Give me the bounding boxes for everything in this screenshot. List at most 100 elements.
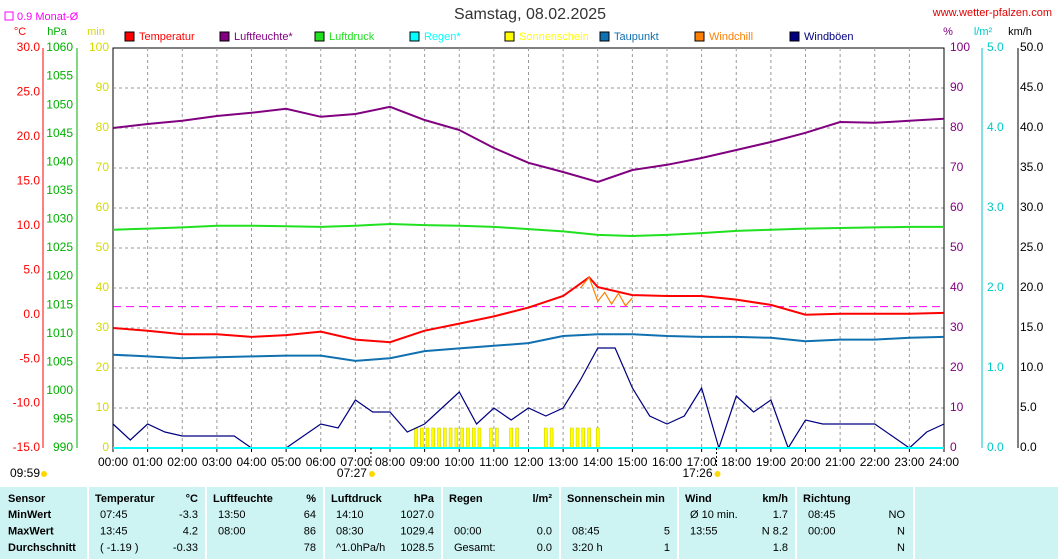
table-cell: MinWert [8, 509, 52, 521]
table-cell: 0.0 [537, 542, 552, 554]
table-cell: 00:00 [454, 525, 482, 537]
sunshine-bar [448, 427, 453, 449]
legend-swatch [694, 31, 705, 42]
table-cell: 78 [304, 542, 316, 554]
table-cell: Durchschnitt [8, 542, 76, 554]
y-tick-label: 1010 [46, 326, 73, 340]
y-tick-label: 100 [89, 40, 109, 54]
y-tick-label: 40.0 [1020, 120, 1044, 134]
y-tick-label: 1050 [46, 97, 73, 111]
y-tick-label: 5.0 [23, 262, 40, 276]
x-tick-label: 04:00 [236, 455, 266, 469]
legend-label: Sonnenschein [519, 31, 589, 43]
sunshine-bar [515, 427, 519, 449]
source: www.wetter-pfalzen.com [932, 7, 1052, 19]
sunshine-bar [443, 427, 447, 449]
x-tick-label: 13:00 [548, 455, 578, 469]
y-tick-label: 5.0 [987, 40, 1004, 54]
y-tick-label: 20.0 [1020, 280, 1044, 294]
legend-swatch [599, 31, 610, 42]
y-tick-label: 1005 [46, 354, 73, 368]
table-cell: ^1.0hPa/h [336, 542, 385, 554]
series-line [579, 276, 633, 307]
sunshine-bar [437, 427, 441, 449]
x-tick-label: 01:00 [133, 455, 163, 469]
y-tick-label: 0.0 [987, 440, 1004, 454]
sunshine-bar [596, 427, 600, 449]
legend-label: Windchill [709, 31, 753, 43]
y-tick-label: -5.0 [19, 351, 40, 365]
table-header: l/m² [532, 493, 552, 505]
y-tick-label: 15.0 [17, 174, 41, 188]
y-tick-label: 0.0 [23, 307, 40, 321]
sunshine-bar [425, 427, 430, 449]
y-tick-label: 20.0 [17, 129, 41, 143]
chart-title: Samstag, 08.02.2025 [454, 6, 606, 23]
table-cell: N [897, 525, 905, 537]
legend-label: Windböen [804, 31, 854, 43]
legend-label: Temperatur [139, 31, 195, 43]
y-tick-label: 60 [950, 200, 964, 214]
table-cell: N [897, 542, 905, 554]
x-tick-label: 07:00 [340, 455, 370, 469]
y-tick-label: 40 [950, 280, 964, 294]
sun-icon [714, 471, 721, 477]
y-tick-label: 0 [102, 440, 109, 454]
sunshine-bar [466, 427, 470, 449]
table-cell: 08:45 [808, 509, 836, 521]
y-tick-label: 35.0 [1020, 160, 1044, 174]
y-tick-label: 30.0 [1020, 200, 1044, 214]
y-axis-title: hPa [47, 26, 67, 38]
sunshine-bar [587, 427, 591, 449]
table-cell: Gesamt: [454, 542, 496, 554]
table-header: km/h [762, 493, 788, 505]
table-cell: 1.7 [773, 509, 788, 521]
series-line [112, 222, 944, 238]
sunrise-label: 07:27 [337, 466, 367, 480]
y-tick-label: 1.0 [987, 360, 1004, 374]
y-tick-label: 80 [950, 120, 964, 134]
y-tick-label: 50.0 [1020, 40, 1044, 54]
table-cell: MaxWert [8, 525, 54, 537]
table-cell: 00:00 [808, 525, 836, 537]
x-tick-label: 19:00 [756, 455, 786, 469]
y-axis-title: min [87, 26, 105, 38]
table-cell: 86 [304, 525, 316, 537]
sunshine-bar [431, 427, 436, 449]
legend-label: Luftdruck [329, 31, 375, 43]
y-axis-title: l/m² [974, 26, 993, 38]
legend-swatch [504, 31, 515, 42]
y-tick-label: 1030 [46, 212, 73, 226]
y-tick-label: 25.0 [17, 85, 41, 99]
legend-swatch [409, 31, 420, 42]
x-tick-label: 08:00 [375, 455, 405, 469]
sunshine-bar [454, 427, 459, 449]
y-tick-label: -15.0 [13, 440, 41, 454]
legend-swatch [789, 31, 800, 42]
y-tick-label: 1020 [46, 269, 73, 283]
x-tick-label: 10:00 [444, 455, 474, 469]
sun-icon [368, 471, 375, 477]
y-tick-label: 10.0 [1020, 360, 1044, 374]
sunset-label: 17:26 [682, 466, 712, 480]
sunshine-bar [581, 427, 586, 449]
sunshine-bar [477, 427, 482, 449]
y-tick-label: 40 [96, 280, 110, 294]
reference-icon [4, 11, 14, 21]
x-tick-label: 00:00 [98, 455, 128, 469]
table-cell: 08:45 [572, 525, 600, 537]
sunshine-bar [509, 427, 513, 449]
table-cell: 13:55 [690, 525, 718, 537]
y-tick-label: 90 [96, 80, 110, 94]
reference-label: 0.9 Monat-Ø [17, 11, 79, 23]
x-tick-label: 05:00 [271, 455, 301, 469]
table-header: Richtung [803, 493, 851, 505]
table-cell: 3:20 h [572, 542, 603, 554]
y-tick-label: 100 [950, 40, 970, 54]
y-tick-label: 30.0 [17, 40, 41, 54]
y-tick-label: 20 [96, 360, 110, 374]
y-tick-label: 1040 [46, 154, 73, 168]
table-cell: ( -1.19 ) [100, 542, 139, 554]
sunshine-bar [549, 427, 554, 449]
y-tick-label: 10 [950, 400, 964, 414]
